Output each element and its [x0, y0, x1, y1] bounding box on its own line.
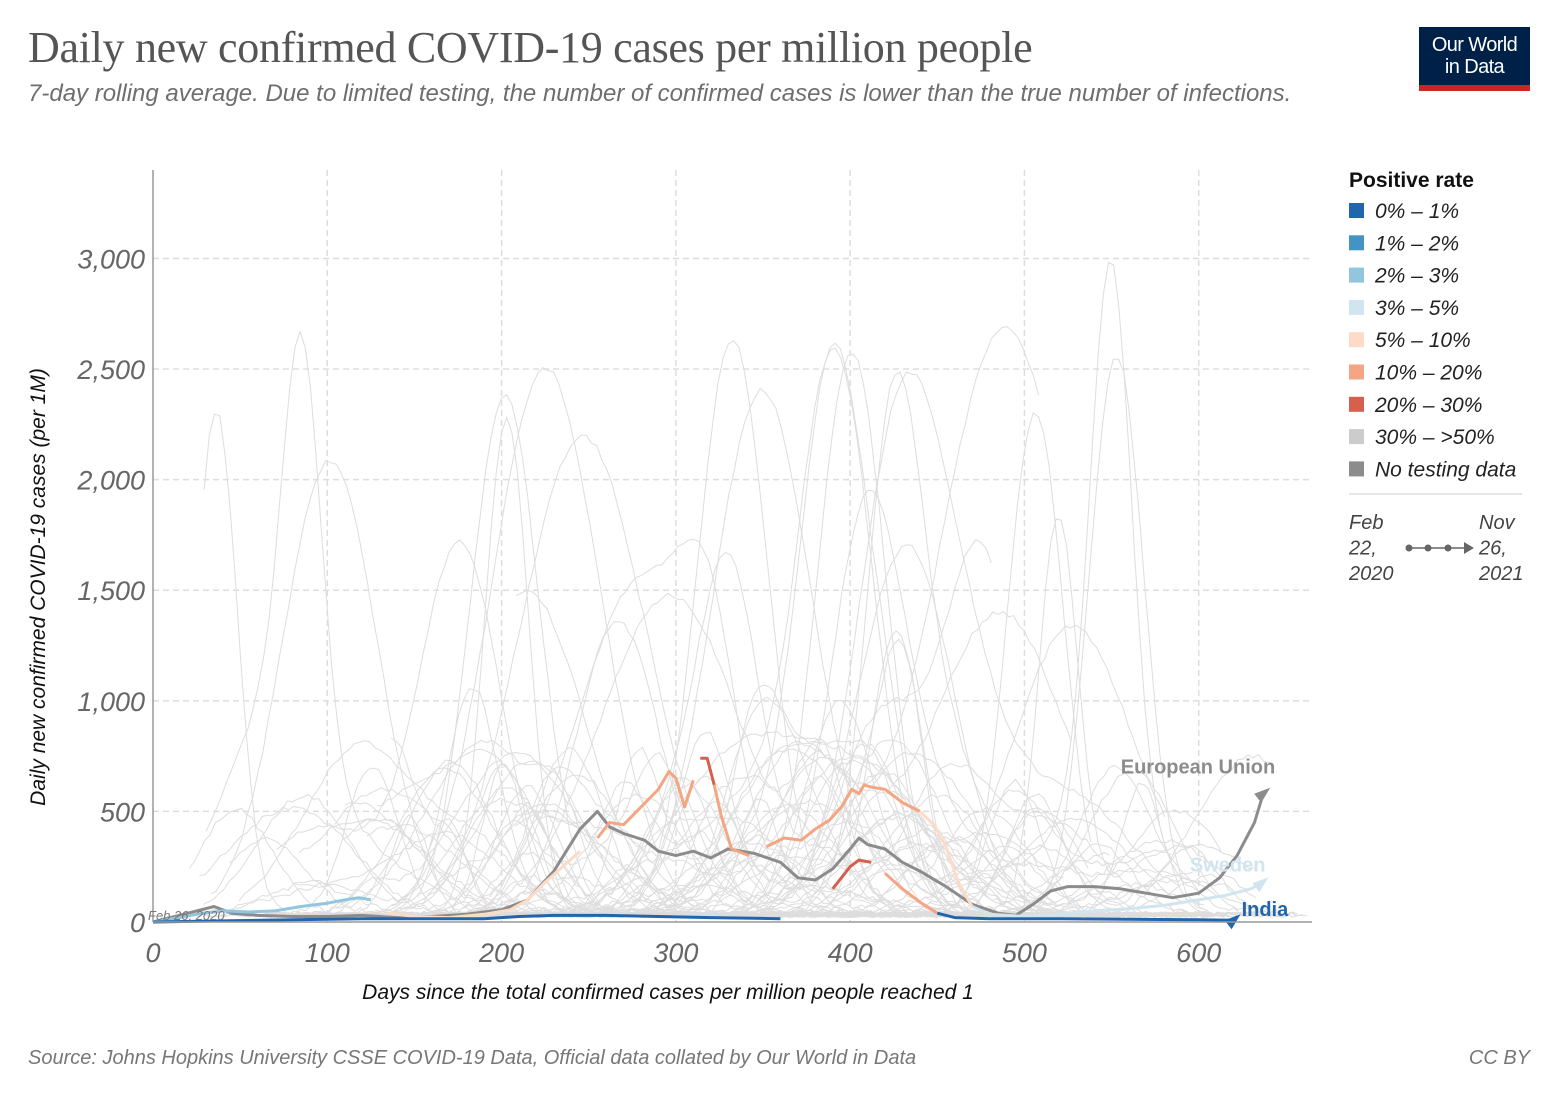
- y-tick-label: 1,000: [77, 687, 145, 717]
- legend-item-label: 2% – 3%: [1374, 265, 1459, 288]
- background-country-line: [256, 760, 963, 918]
- y-tick-label: 0: [130, 908, 145, 938]
- background-country-line: [183, 434, 1209, 918]
- chart-subtitle: 7-day rolling average. Due to limited te…: [28, 80, 1292, 107]
- y-tick-label: 2,000: [76, 466, 145, 496]
- legend-swatch: [1349, 299, 1364, 315]
- background-country-line: [463, 538, 1222, 918]
- x-tick-label: 0: [145, 938, 160, 968]
- y-tick-label: 1,500: [77, 576, 145, 606]
- x-tick-label: 400: [828, 938, 873, 968]
- series-segment: [884, 872, 939, 915]
- time-range-end: 26,: [1478, 538, 1507, 560]
- time-range-start: 22,: [1348, 538, 1377, 560]
- series-segment: [936, 911, 1234, 922]
- series-label: India: [1242, 899, 1290, 921]
- background-country-line: [203, 413, 1250, 919]
- background-country-line: [205, 329, 959, 918]
- legend-swatch: [1349, 429, 1364, 445]
- background-country-line: [507, 793, 1303, 919]
- time-range-end: 2021: [1478, 563, 1524, 585]
- license-link[interactable]: CC BY: [1468, 1047, 1530, 1069]
- y-axis-title: Daily new confirmed COVID-19 cases (per …: [27, 368, 50, 806]
- series-segment: [526, 850, 581, 901]
- series-segment: [152, 793, 1265, 924]
- series-label: European Union: [1121, 757, 1275, 779]
- background-country-line: [197, 624, 1166, 918]
- legend-swatch: [1349, 267, 1364, 283]
- background-country-line: [344, 799, 1250, 919]
- source-note: Source: Johns Hopkins University CSSE CO…: [28, 1047, 917, 1069]
- x-tick-label: 100: [305, 938, 350, 968]
- time-range-dot: [1424, 544, 1432, 552]
- y-tick-label: 3,000: [77, 244, 145, 274]
- our-world-in-data-logo[interactable]: Our World in Data: [1419, 27, 1530, 91]
- series-label: Sweden: [1190, 854, 1266, 876]
- logo-line-2: in Data: [1444, 56, 1505, 78]
- background-country-line: [401, 347, 977, 918]
- x-tick-label: 600: [1176, 938, 1221, 968]
- x-tick-label: 200: [478, 938, 524, 968]
- background-country-line: [374, 797, 1113, 918]
- series-segment: [596, 770, 695, 839]
- series-segment: [918, 810, 974, 908]
- legend-item-label: 5% – 10%: [1375, 329, 1471, 352]
- x-tick-label: 500: [1002, 938, 1047, 968]
- background-country-line: [229, 732, 1161, 919]
- legend-title: Positive rate: [1349, 169, 1474, 192]
- background-country-line: [344, 416, 1187, 919]
- time-range-dot: [1444, 544, 1452, 552]
- legend-swatch: [1349, 364, 1364, 380]
- background-country-line: [366, 371, 1058, 918]
- legend-swatch: [1349, 396, 1364, 412]
- grid-lines: [153, 170, 1312, 922]
- time-range-start: Feb: [1349, 512, 1383, 534]
- series-segment: [831, 858, 872, 890]
- series-segment: [700, 756, 716, 786]
- start-date-annotation: Feb 26, 2020: [148, 908, 225, 923]
- legend-item-label: 0% – 1%: [1375, 200, 1459, 223]
- x-axis-title: Days since the total confirmed cases per…: [362, 981, 974, 1004]
- legend-item-label: 1% – 2%: [1375, 232, 1459, 255]
- logo-line-1: Our World: [1431, 34, 1518, 56]
- legend-item-label: 3% – 5%: [1375, 297, 1459, 320]
- background-country-line: [391, 366, 1255, 918]
- time-range-arrow: [1464, 542, 1474, 554]
- y-tick-label: 500: [100, 797, 145, 827]
- series-segment: [152, 913, 781, 924]
- series-end-arrow: [1254, 787, 1271, 803]
- series-sweden: Sweden: [152, 756, 1269, 924]
- background-country-line: [515, 590, 1222, 918]
- series-segment: [971, 881, 1263, 918]
- legend-item-label: 30% – >50%: [1375, 426, 1495, 449]
- series-segment: [712, 784, 750, 858]
- series-segment: [765, 783, 921, 849]
- series-european-union: European Union: [152, 757, 1275, 924]
- legend-item-label: 20% – 30%: [1374, 394, 1482, 417]
- time-range-dot: [1405, 544, 1413, 552]
- y-tick-label: 2,500: [76, 355, 145, 385]
- series-end-arrow: [1252, 877, 1269, 893]
- legend-item-label: No testing data: [1375, 458, 1516, 481]
- legend-swatch: [1349, 203, 1364, 218]
- background-country-line: [208, 748, 1287, 918]
- chart-title: Daily new confirmed COVID-19 cases per m…: [28, 23, 1033, 72]
- legend-item-label: 10% – 20%: [1375, 362, 1482, 385]
- legend: Positive rate 0% – 1% 1% – 2% 2% – 3% 3% – 5…: [1348, 169, 1524, 585]
- x-tick-label: 300: [653, 938, 698, 968]
- background-country-line: [474, 592, 972, 917]
- axes: 0 500 1,000 1,500 2,000 2,500 3,000 0 100 200 300 4…: [76, 170, 1312, 968]
- legend-swatch: [1349, 461, 1364, 477]
- series-segment: [388, 898, 529, 920]
- series-segment: [152, 896, 372, 924]
- time-range-start: 2020: [1348, 563, 1394, 585]
- legend-swatch: [1349, 235, 1364, 251]
- highlighted-series: European Union Sweden India: [152, 756, 1290, 930]
- legend-swatch: [1349, 332, 1364, 348]
- time-range-end: Nov: [1479, 512, 1516, 534]
- background-country-line: [459, 845, 1266, 918]
